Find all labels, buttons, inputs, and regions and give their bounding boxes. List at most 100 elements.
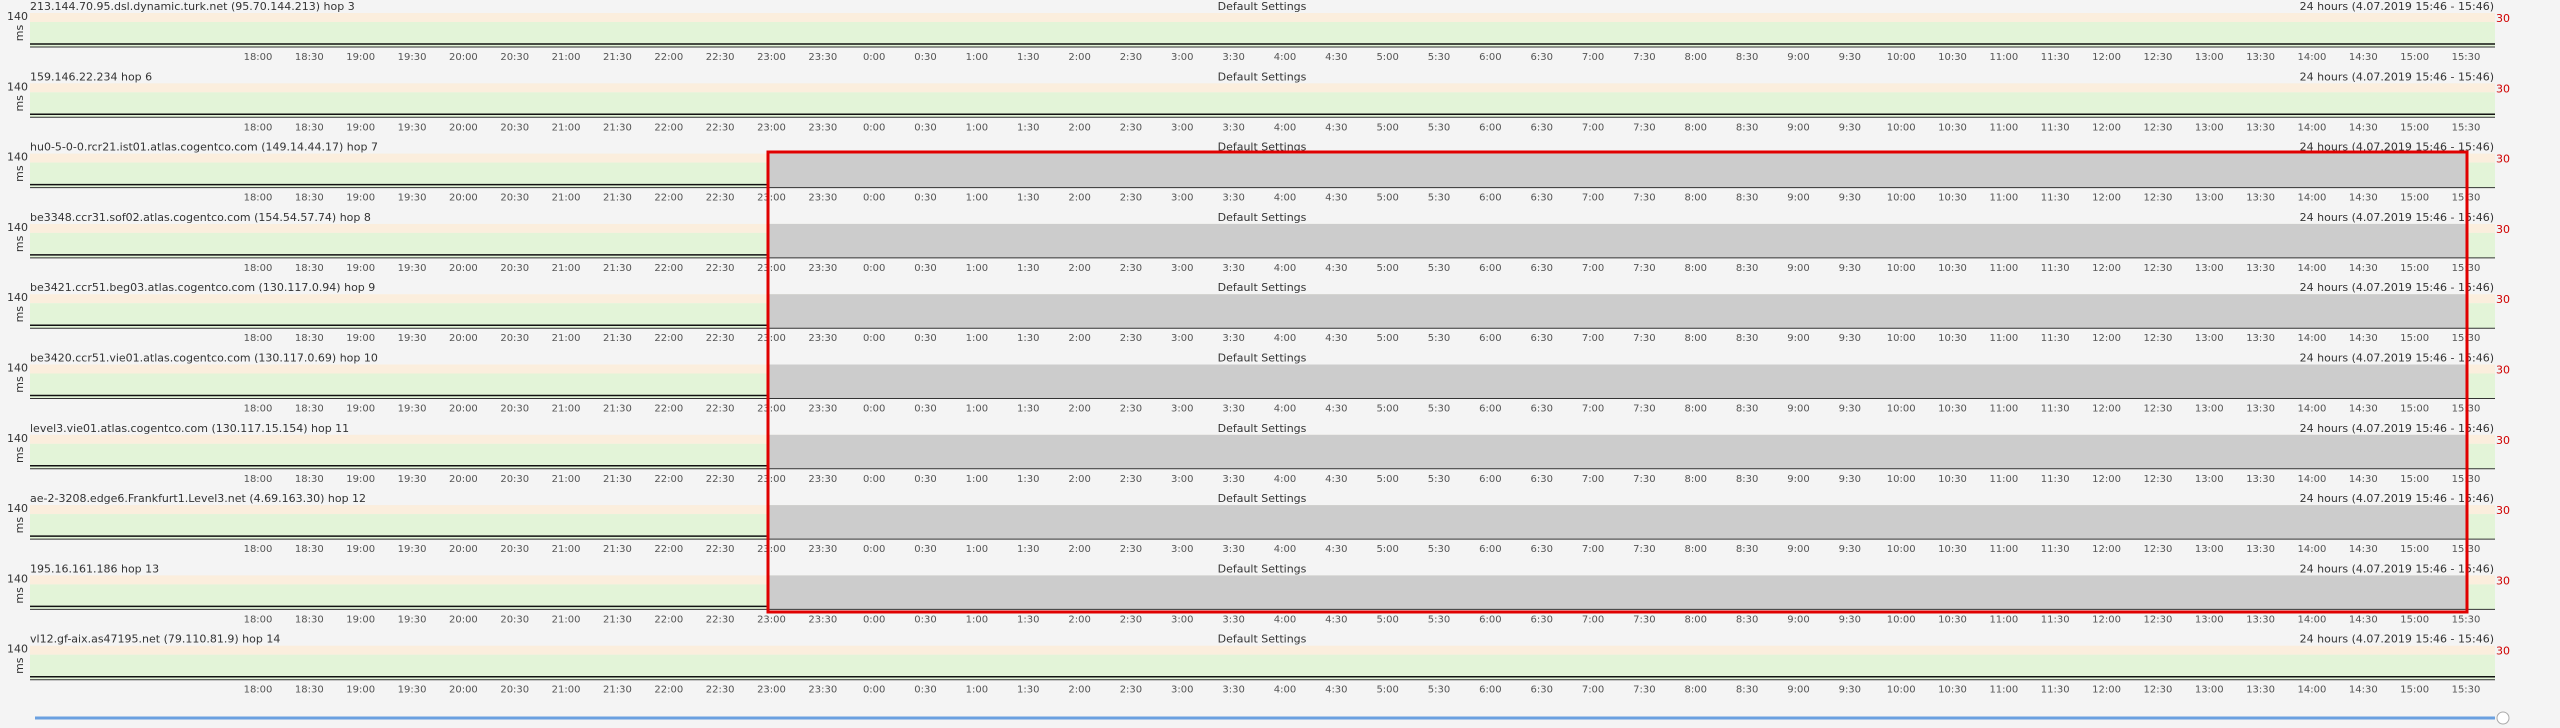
time-tick-label: 1:00 [966,263,988,274]
time-tick-label: 23:30 [808,263,837,274]
time-tick-label: 12:00 [2092,544,2121,555]
time-tick-label: 1:30 [1017,474,1039,485]
time-tick-label: 4:30 [1325,544,1347,555]
time-tick-label: 13:00 [2195,193,2224,204]
time-tick-label: 9:00 [1787,193,1809,204]
time-tick-label: 8:30 [1736,404,1758,415]
time-tick-label: 18:30 [295,614,324,625]
hop-title[interactable]: be3348.ccr31.sof02.atlas.cogentco.com (1… [30,211,371,224]
time-tick-label: 0:00 [863,263,885,274]
time-tick-label: 23:00 [757,404,786,415]
scroll-thumb[interactable] [2496,711,2510,725]
selection-box [766,150,2469,614]
time-tick-label: 8:00 [1685,122,1707,133]
time-tick-label: 8:00 [1685,333,1707,344]
time-tick-label: 0:30 [914,685,936,696]
time-tick-label: 10:00 [1887,52,1916,63]
time-tick-label: 12:30 [2143,685,2172,696]
time-tick-label: 5:00 [1376,404,1398,415]
hop-title[interactable]: 159.146.22.234 hop 6 [30,70,152,83]
time-tick-label: 19:00 [346,544,375,555]
time-tick-label: 13:00 [2195,614,2224,625]
settings-label: Default Settings [1218,70,1307,83]
time-tick-label: 18:30 [295,263,324,274]
time-tick-label: 2:00 [1068,404,1090,415]
settings-label: Default Settings [1218,141,1307,154]
time-tick-label: 22:00 [654,263,683,274]
time-tick-label: 9:30 [1839,263,1861,274]
time-tick-label: 3:30 [1222,333,1244,344]
y-max-label: 140 [7,80,28,93]
time-tick-label: 2:00 [1068,333,1090,344]
time-tick-label: 19:00 [346,263,375,274]
no-data-area [768,434,2467,469]
time-tick-label: 21:30 [603,122,632,133]
time-tick-label: 19:30 [398,52,427,63]
hop-title[interactable]: vl12.gf-aix.as47195.net (79.110.81.9) ho… [30,633,280,646]
time-tick-label: 11:30 [2041,544,2070,555]
time-tick-label: 10:30 [1938,614,1967,625]
hop-title[interactable]: level3.vie01.atlas.cogentco.com (130.117… [30,422,349,435]
time-tick-label: 19:30 [398,193,427,204]
time-tick-label: 2:00 [1068,52,1090,63]
time-tick-label: 18:00 [244,474,273,485]
time-tick-label: 15:00 [2400,193,2429,204]
hop-title[interactable]: 213.144.70.95.dsl.dynamic.turk.net (95.7… [30,0,355,13]
low-band [30,654,2495,680]
time-tick-label: 1:30 [1017,404,1039,415]
time-tick-label: 15:00 [2400,614,2429,625]
time-tick-label: 6:30 [1530,404,1552,415]
range-label: 24 hours (4.07.2019 15:46 - 15:46) [2300,352,2494,365]
time-tick-label: 7:00 [1582,685,1604,696]
time-tick-label: 13:30 [2246,614,2275,625]
time-tick-label: 21:00 [552,122,581,133]
hop-title[interactable]: hu0-5-0-0.rcr21.ist01.atlas.cogentco.com… [30,141,378,154]
time-tick-label: 1:30 [1017,122,1039,133]
time-tick-label: 14:30 [2349,193,2378,204]
hop-title[interactable]: ae-2-3208.edge6.Frankfurt1.Level3.net (4… [30,492,366,505]
time-tick-label: 10:30 [1938,685,1967,696]
time-tick-label: 0:00 [863,474,885,485]
time-tick-label: 9:00 [1787,474,1809,485]
time-tick-label: 18:00 [244,122,273,133]
time-tick-label: 9:30 [1839,193,1861,204]
time-tick-label: 6:30 [1530,544,1552,555]
hop-title[interactable]: be3420.ccr51.vie01.atlas.cogentco.com (1… [30,352,378,365]
time-tick-label: 7:30 [1633,263,1655,274]
time-tick-label: 0:30 [914,614,936,625]
time-tick-label: 4:00 [1274,685,1296,696]
time-tick-label: 19:30 [398,404,427,415]
time-tick-label: 6:00 [1479,404,1501,415]
time-tick-label: 6:00 [1479,122,1501,133]
y-max-label: 140 [7,10,28,23]
right-scale-label: 30 [2496,153,2510,166]
time-tick-label: 12:30 [2143,263,2172,274]
time-tick-label: 11:00 [1989,404,2018,415]
time-tick-label: 20:30 [500,122,529,133]
time-tick-label: 23:30 [808,614,837,625]
time-tick-label: 1:00 [966,193,988,204]
time-tick-label: 8:30 [1736,474,1758,485]
time-tick-label: 7:00 [1582,474,1604,485]
hop-title[interactable]: be3421.ccr51.beg03.atlas.cogentco.com (1… [30,281,375,294]
y-max-label: 140 [7,221,28,234]
time-tick-label: 5:00 [1376,474,1398,485]
time-tick-label: 11:00 [1989,474,2018,485]
hop-title[interactable]: 195.16.161.186 hop 13 [30,562,159,575]
time-tick-label: 6:00 [1479,263,1501,274]
settings-label: Default Settings [1218,211,1307,224]
time-tick-label: 1:30 [1017,544,1039,555]
time-tick-label: 19:00 [346,614,375,625]
time-tick-label: 20:30 [500,52,529,63]
time-tick-label: 4:30 [1325,263,1347,274]
range-label: 24 hours (4.07.2019 15:46 - 15:46) [2300,281,2494,294]
time-tick-label: 10:00 [1887,474,1916,485]
time-tick-label: 22:00 [654,404,683,415]
time-tick-label: 8:30 [1736,193,1758,204]
right-scale-label: 30 [2496,434,2510,447]
right-scale-label: 30 [2496,223,2510,236]
time-tick-label: 14:30 [2349,544,2378,555]
time-tick-label: 5:00 [1376,122,1398,133]
time-tick-label: 20:30 [500,333,529,344]
time-tick-label: 8:30 [1736,122,1758,133]
